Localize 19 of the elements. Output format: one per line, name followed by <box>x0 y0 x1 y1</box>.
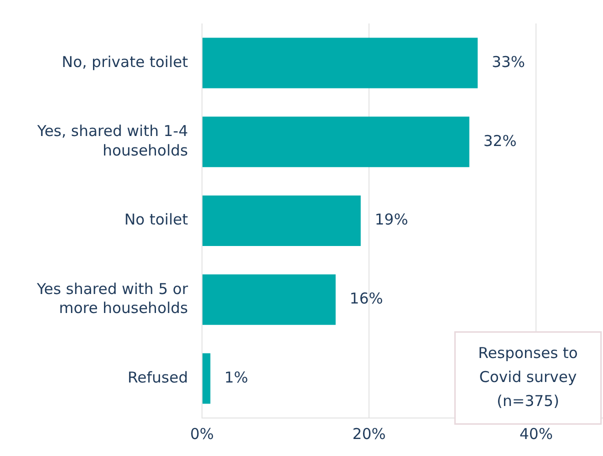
bar <box>202 196 361 246</box>
data-label: 33% <box>492 52 526 71</box>
x-tick-label: 20% <box>352 424 386 443</box>
data-label: 16% <box>350 290 384 308</box>
x-tick-label: 0% <box>190 424 214 443</box>
bar <box>202 38 478 88</box>
data-label: 19% <box>374 210 408 229</box>
y-tick-label: Yes shared with 5 or more households <box>36 280 189 318</box>
y-tick-label: No, private toilet <box>62 52 188 71</box>
y-tick-label: Refused <box>128 368 188 386</box>
data-label: 32% <box>483 132 517 150</box>
y-tick-label: Yes, shared with 1-4 households <box>36 122 188 160</box>
bar <box>202 274 336 325</box>
bar <box>202 116 470 168</box>
annotation: Responses to Covid survey (n=375) <box>478 344 578 410</box>
data-label: 1% <box>224 368 248 386</box>
y-tick-label: No toilet <box>124 210 188 229</box>
bar <box>202 353 210 404</box>
x-tick-label: 40% <box>519 424 553 443</box>
